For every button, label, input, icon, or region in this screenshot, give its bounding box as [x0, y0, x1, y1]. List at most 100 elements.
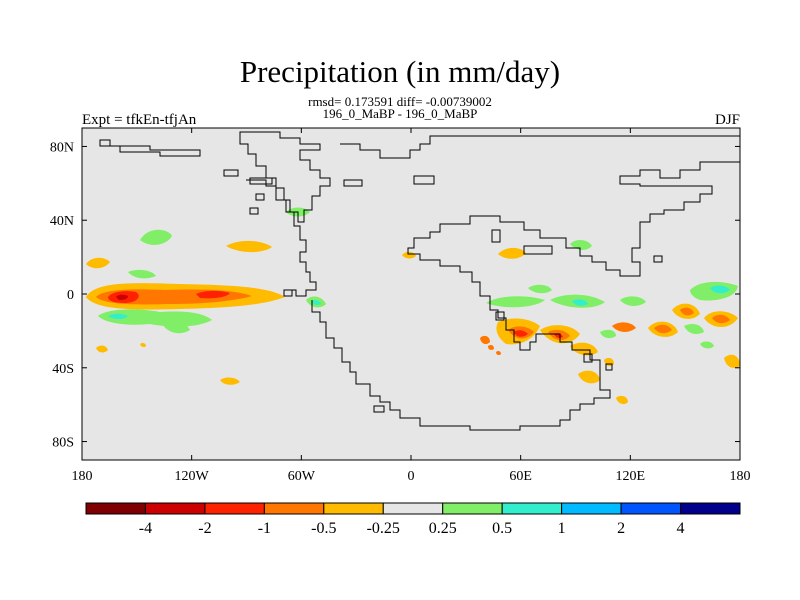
dry-patch: [86, 257, 110, 269]
colorbar-swatch: [680, 502, 741, 515]
colorbar-label: -0.25: [367, 520, 400, 537]
colorbar-label: 2: [617, 520, 625, 537]
colorbar: -4 -2 -1 -0.5 -0.25 0.25 0.5 1 2 4: [85, 502, 741, 537]
dry-patch: [140, 342, 146, 348]
x-tick-label: 180: [730, 469, 751, 484]
wet-patch: [486, 296, 545, 308]
dry-patch: [654, 324, 672, 334]
island-coast: [249, 177, 273, 185]
wet-patch: [98, 309, 212, 327]
island-coast: [249, 207, 259, 215]
colorbar-swatch: [501, 502, 563, 515]
eurasia-coast: [311, 135, 740, 431]
wet-patch: [710, 285, 730, 294]
pacific-band-east: [196, 290, 230, 299]
arctic-coast: [99, 139, 201, 157]
island-coast: [491, 229, 501, 243]
wet-patch: [312, 300, 321, 305]
x-tick-label: 120E: [616, 469, 646, 484]
wet-patch: [572, 299, 588, 306]
colorbar-swatch: [620, 502, 682, 515]
west-pacific-region: [648, 281, 740, 368]
dry-patch: [480, 335, 490, 345]
island-coast: [223, 169, 239, 177]
wet-patch: [108, 313, 128, 319]
figure-title: Precipitation (in mm/day): [239, 54, 561, 89]
island-coast: [495, 311, 505, 321]
colorbar-swatch: [204, 502, 265, 515]
dry-patch: [724, 354, 740, 368]
dry-patch: [496, 350, 501, 356]
dry-patch: [488, 345, 494, 350]
dry-patch: [402, 251, 416, 259]
wet-patch: [684, 324, 704, 334]
y-tick-label: 40N: [50, 214, 74, 229]
colorbar-swatch: [144, 502, 206, 515]
dry-patch: [680, 307, 694, 316]
island-coast: [583, 353, 593, 363]
colorbar-swatch: [442, 502, 503, 515]
colorbar-swatch: [323, 502, 384, 515]
y-tick-label: 40S: [52, 362, 74, 377]
precipitation-contours: [86, 207, 740, 405]
north-hemisphere-patches: [402, 240, 592, 259]
colorbar-label: -0.5: [311, 520, 336, 537]
pacific-dry-band: [86, 283, 285, 310]
colorbar-label: 1: [558, 520, 566, 537]
season-label: DJF: [714, 112, 740, 128]
dry-patches-west: [86, 240, 272, 385]
island-coast: [653, 255, 663, 263]
dry-patch: [612, 322, 636, 332]
x-tick-label: 180: [72, 469, 93, 484]
map-panel: 180 120W 60W 0 60E 120E 180 80N 40N 0 40S 80S: [50, 127, 751, 484]
indian-ocean-region: [480, 247, 646, 405]
y-axis-ticks: 80N 40N 0 40S 80S: [50, 140, 740, 451]
colorbar-swatch: [382, 502, 444, 515]
dry-patch: [578, 370, 600, 384]
x-tick-label: 120W: [175, 469, 210, 484]
island-coast: [283, 289, 293, 297]
colorbar-label: -1: [258, 520, 271, 537]
wet-patch: [160, 318, 190, 334]
coastlines: [99, 131, 740, 431]
dry-patch: [570, 342, 598, 356]
dry-patch: [712, 314, 730, 324]
dry-patch: [514, 330, 528, 337]
experiment-label: Expt = tfkEn-tfjAn: [82, 112, 197, 128]
dry-patch: [96, 345, 108, 353]
dry-patch: [616, 395, 628, 405]
wet-patch: [128, 269, 156, 279]
y-tick-label: 80S: [52, 436, 74, 451]
stats-subtitle: rmsd= 0.173591 diff= -0.00739002: [308, 94, 492, 109]
x-tick-label: 0: [408, 469, 415, 484]
runs-subtitle: 196_0_MaBP - 196_0_MaBP: [322, 106, 478, 121]
dry-patch: [220, 377, 240, 385]
arctic-coast: [239, 131, 331, 223]
wet-patch: [528, 284, 552, 294]
wet-patch: [140, 229, 172, 245]
island-coast: [343, 179, 363, 187]
colorbar-label: 4: [677, 520, 685, 537]
colorbar-label: -4: [139, 520, 152, 537]
colorbar-swatch: [85, 502, 146, 515]
wet-patch: [700, 341, 714, 349]
dry-patch: [498, 247, 526, 259]
island-coast: [373, 405, 385, 413]
pacific-band-core: [116, 294, 128, 300]
x-tick-label: 60E: [509, 469, 532, 484]
wet-patch: [620, 296, 646, 306]
y-tick-label: 0: [67, 288, 74, 303]
island-coast: [523, 245, 553, 255]
island-coast: [413, 175, 435, 185]
colorbar-label: 0.25: [429, 520, 457, 537]
y-tick-label: 80N: [50, 140, 74, 155]
colorbar-label: -2: [198, 520, 211, 537]
colorbar-label: 0.5: [492, 520, 512, 537]
island-coast: [605, 363, 613, 371]
wet-patch: [570, 240, 592, 250]
colorbar-swatch: [263, 502, 325, 515]
x-axis-ticks: 180 120W 60W 0 60E 120E 180: [72, 128, 751, 484]
colorbar-swatch: [561, 502, 622, 515]
